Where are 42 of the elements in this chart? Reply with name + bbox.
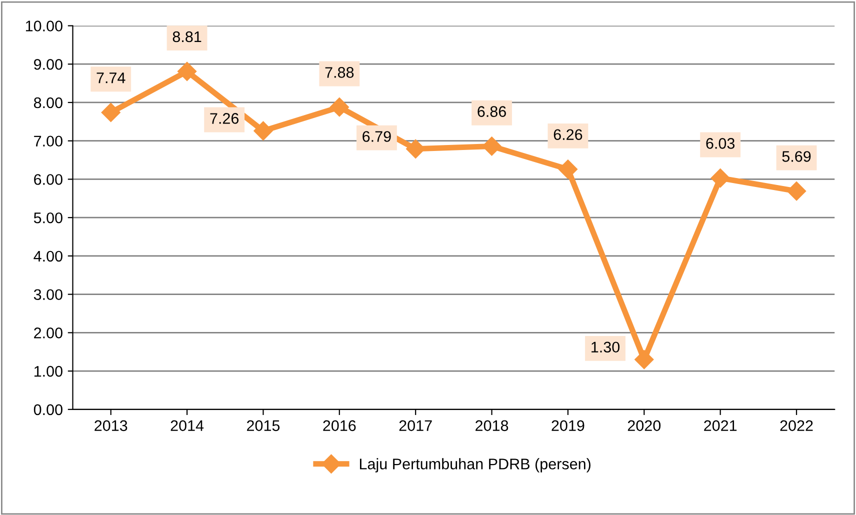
data-label: 5.69 [782, 151, 811, 162]
y-tick-label: 8.00 [34, 97, 62, 108]
data-label: 8.81 [172, 31, 202, 42]
point [558, 160, 578, 179]
x-tick-label: 2020 [628, 420, 661, 432]
point [406, 139, 426, 158]
y-tick-label: 7.00 [34, 136, 62, 147]
point [178, 62, 197, 81]
data-label: 7.74 [96, 72, 126, 84]
x-tick-label: 2015 [246, 420, 280, 432]
y-tick-label: 9.00 [34, 58, 62, 70]
y-tick-label: 1.00 [34, 366, 62, 377]
x-tick-label: 2022 [780, 420, 813, 432]
point [634, 350, 654, 370]
x-tick-label: 2016 [323, 420, 356, 432]
data-label: 6.26 [554, 129, 582, 140]
x-tick-label: 2017 [399, 420, 432, 432]
point [482, 136, 502, 156]
y-tick-label: 0.00 [34, 404, 62, 416]
point [254, 121, 273, 140]
point [786, 182, 806, 201]
y-tick-label: 2.00 [34, 328, 62, 338]
x-tick-label: 2021 [704, 420, 737, 432]
data-label: 6.03 [706, 138, 735, 149]
data-label: 7.26 [210, 113, 239, 124]
y-tick-label: 4.00 [34, 250, 62, 262]
y-tick-label: 10.00 [26, 20, 62, 32]
x-tick-label: 2018 [476, 420, 508, 432]
point [101, 102, 120, 122]
y-tick-label: 6.00 [34, 174, 62, 185]
x-tick-label: 2014 [170, 420, 204, 432]
x-tick-label: 2019 [552, 420, 584, 432]
x-tick-label: 2013 [94, 420, 128, 432]
y-tick-label: 5.00 [34, 212, 62, 224]
y-tick-label: 3.00 [34, 289, 62, 300]
point [710, 168, 730, 188]
data-label: 6.86 [478, 106, 506, 117]
legend-label: Laju Pertumbuhan PDRB (persen) [360, 458, 590, 472]
data-label: 6.79 [362, 131, 391, 142]
data-label: 7.88 [325, 67, 354, 78]
point [330, 98, 349, 117]
data-label: 1.30 [592, 342, 620, 353]
